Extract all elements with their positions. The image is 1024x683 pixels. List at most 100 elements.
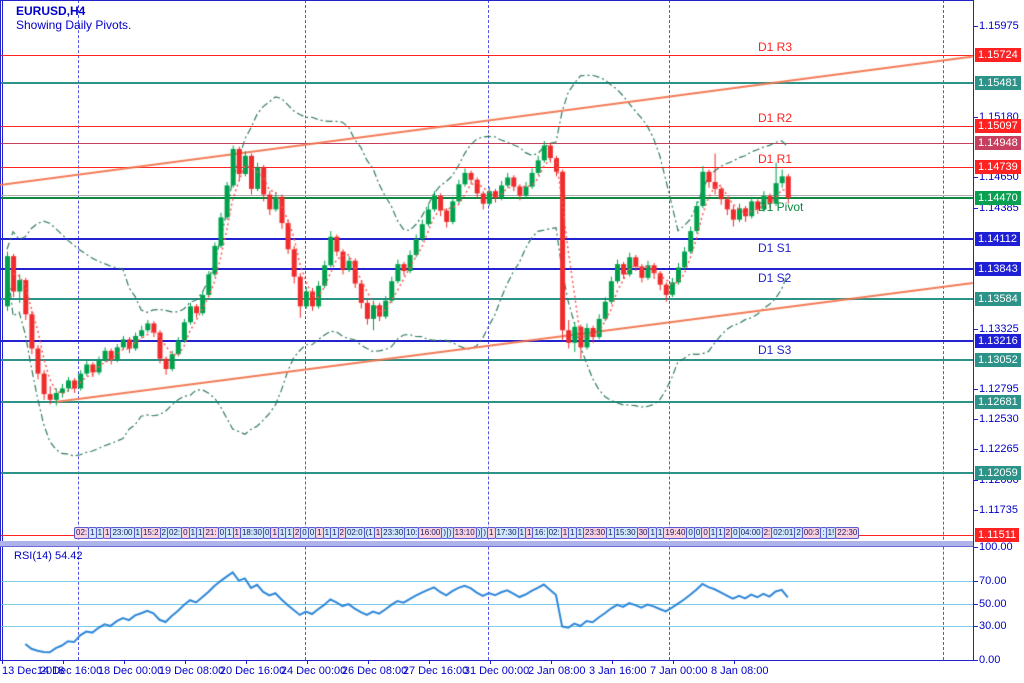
time-tick-mark — [246, 660, 247, 664]
price-badge: 1.11511 — [975, 528, 1020, 543]
bar-label-box: 19:40 — [663, 527, 688, 539]
time-tick-mark — [673, 660, 674, 664]
price-badge: 1.13843 — [975, 262, 1021, 277]
pivot-label: D1 S3 — [758, 342, 792, 357]
price-tick-label: 1.12530 — [979, 413, 1019, 426]
time-tick-mark — [368, 660, 369, 664]
chart-symbol-title: EURUSD,H4 — [16, 4, 86, 18]
time-tick-label: 3 Jan 16:00 — [589, 665, 647, 677]
pivot-label: D1 R1 — [758, 152, 793, 167]
time-tick-mark — [307, 660, 308, 664]
price-tick-mark — [973, 177, 978, 179]
price-tick-mark — [973, 479, 978, 481]
time-tick-mark — [551, 660, 552, 664]
time-tick-label: 26 Dec 08:00 — [341, 665, 408, 677]
bar-label-box: 16: — [532, 527, 548, 539]
rsi-tick-label: 70.00 — [979, 574, 1007, 587]
price-tick-label: 1.14650 — [979, 171, 1019, 184]
price-tick-mark — [973, 26, 978, 28]
bar-label-box: 02: — [74, 527, 90, 539]
price-badge: 1.12059 — [975, 465, 1021, 480]
pivot-label: D1 S2 — [758, 271, 792, 286]
time-tick-label: 20 Dec 16:00 — [219, 665, 286, 677]
time-tick-mark — [429, 660, 430, 664]
price-tick-mark — [973, 117, 978, 119]
rsi-indicator-label: RSI(14) 54.42 — [14, 550, 83, 562]
price-badge: 1.15481 — [975, 75, 1021, 90]
bar-label-box: 23:30 — [381, 527, 406, 539]
time-tick-label: 19 Dec 08:00 — [158, 665, 225, 677]
rsi-tick-mark — [973, 547, 978, 548]
rsi-tick-mark — [973, 626, 978, 628]
pivot-label: D1 S1 — [758, 240, 792, 255]
rsi-tick-mark — [973, 603, 978, 605]
price-tick-mark — [973, 388, 978, 390]
time-tick-label: 31 Dec 00:00 — [463, 665, 530, 677]
chart-subtitle: Showing Daily Pivots. — [16, 18, 132, 32]
bar-label-box: 02: — [546, 527, 562, 539]
price-tick-mark — [973, 509, 978, 511]
time-tick-mark — [2, 660, 3, 664]
bar-label-box: 13:10 — [452, 527, 477, 539]
price-badge: 1.14112 — [975, 231, 1020, 246]
price-tick-mark — [973, 449, 978, 451]
rsi-tick-label: 50.00 — [979, 597, 1007, 610]
time-tick-label: 14 Dec 16:00 — [36, 665, 103, 677]
time-tick-mark — [63, 660, 64, 664]
rsi-tick-label: 30.00 — [979, 620, 1007, 633]
price-tick-label: 1.11735 — [979, 503, 1018, 516]
pane-divider[interactable] — [0, 541, 973, 547]
price-badge: 1.14739 — [975, 160, 1021, 175]
pivot-label: D1 R3 — [758, 40, 793, 54]
time-tick-label: 7 Jan 00:00 — [650, 665, 708, 677]
bar-label-box: 17:30 — [494, 527, 519, 539]
price-tick-mark — [973, 328, 978, 330]
price-badge: 1.15724 — [975, 48, 1021, 62]
pivot-label: D1 Pivot — [758, 199, 804, 214]
rsi-tick-label: 100.00 — [979, 541, 1013, 553]
time-tick-mark — [185, 660, 186, 664]
time-tick-mark — [124, 660, 125, 664]
price-badge: 1.14470 — [975, 190, 1021, 205]
rsi-tick-label: 0.00 — [979, 654, 1001, 666]
price-badge: 1.13584 — [975, 292, 1021, 307]
price-badge: 1.12681 — [975, 394, 1021, 409]
bar-label-box: 02:0 — [344, 527, 365, 539]
bar-label-box: 22:30 — [835, 527, 860, 539]
bar-label-box: 15:2 — [140, 527, 161, 539]
bar-label-box: 23:00 — [110, 527, 135, 539]
price-tick-label: 1.15975 — [979, 20, 1019, 33]
time-tick-label: 8 Jan 08:00 — [711, 665, 769, 677]
bar-label-box: 04:00 — [738, 527, 763, 539]
bar-label-box: 21: — [203, 527, 219, 539]
price-badge: 1.13216 — [975, 333, 1021, 348]
price-tick-label: 1.12795 — [979, 382, 1019, 395]
price-tick-mark — [973, 207, 978, 209]
rsi-tick-mark — [973, 580, 978, 582]
bar-label-box: 16:00 — [418, 527, 443, 539]
bar-label-box: 15:30 — [613, 527, 638, 539]
time-tick-label: 27 Dec 16:00 — [402, 665, 469, 677]
time-tick-label: 2 Jan 08:00 — [528, 665, 586, 677]
bar-labels-strip: 02: 1 1 1 23:00 1 15:2 2 02: 0 1 1 21: 0 1 1 18:30 0 1 1 1 2 0… — [74, 527, 860, 539]
bar-label-box: 10: — [404, 527, 420, 539]
bar-label-box: 02: — [167, 527, 183, 539]
price-tick-label: 1.13325 — [979, 322, 1019, 335]
rsi-tick-mark — [973, 660, 978, 661]
time-tick-mark — [612, 660, 613, 664]
bar-label-box: 23:30 — [583, 527, 608, 539]
price-tick-label: 1.12265 — [979, 443, 1019, 456]
bar-label-box: 18:30 — [239, 527, 264, 539]
price-tick-mark — [973, 419, 978, 421]
time-tick-mark — [490, 660, 491, 664]
pivot-label: D1 R2 — [758, 111, 793, 126]
time-tick-label: 13 Dec 2018 — [2, 665, 65, 677]
time-tick-label: 24 Dec 00:00 — [280, 665, 347, 677]
price-badge: 1.15097 — [975, 119, 1021, 134]
bar-label-box: 00:3 — [801, 527, 822, 539]
time-tick-mark — [734, 660, 735, 664]
time-tick-label: 18 Dec 00:00 — [97, 665, 164, 677]
bar-label-box: 02:01 — [771, 527, 796, 539]
